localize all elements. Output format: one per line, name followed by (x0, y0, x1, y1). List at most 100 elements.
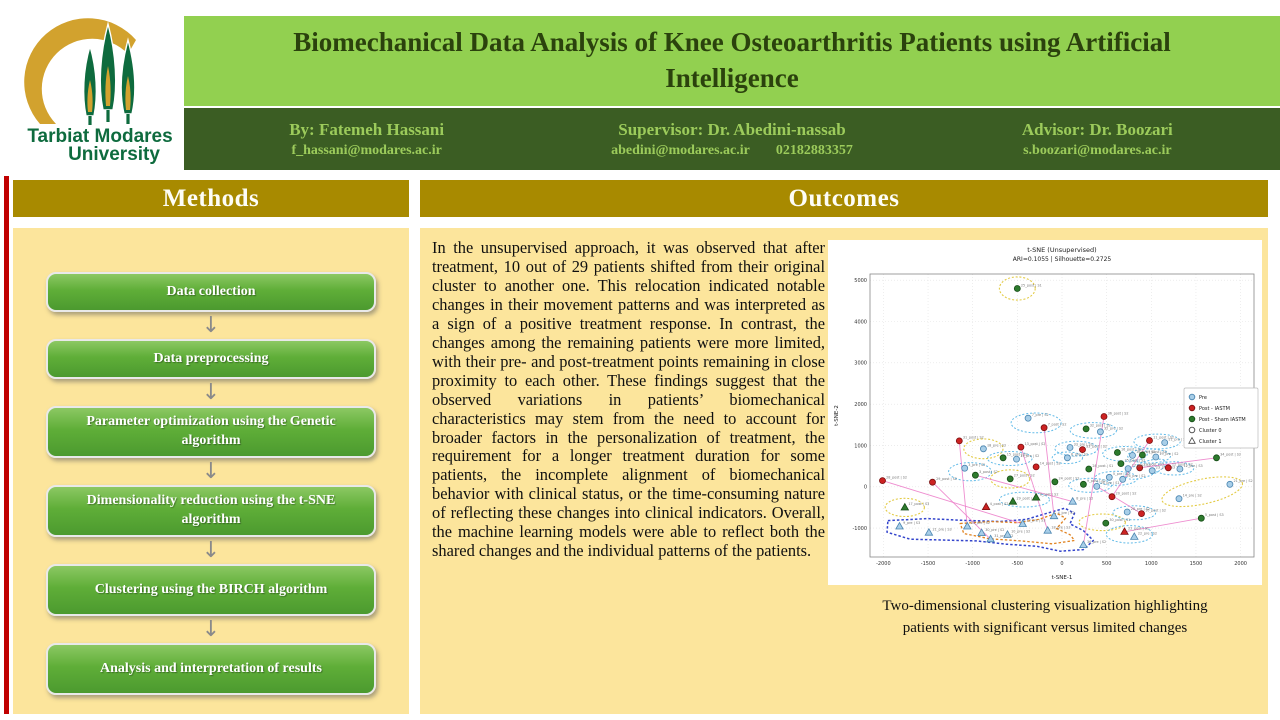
data-point-triangle (1120, 527, 1129, 535)
flow-down-arrow-icon: ↓ (201, 616, 221, 642)
svg-text:4_post | S2: 4_post | S2 (990, 502, 1009, 506)
data-point (1006, 475, 1014, 483)
svg-text:35_post | S2: 35_post | S2 (1125, 458, 1146, 462)
outcomes-panel: In the unsupervised approach, it was obs… (420, 228, 1268, 714)
data-point (1102, 519, 1110, 527)
svg-text:-500: -500 (1012, 561, 1023, 567)
supervisor-block: Supervisor: Dr. Abedini-nassab abedini@m… (549, 120, 914, 159)
data-point-triangle (1031, 492, 1041, 501)
svg-text:2000: 2000 (1234, 561, 1247, 567)
data-point (929, 478, 936, 486)
svg-text:12_pre | S3: 12_pre | S3 (1184, 464, 1203, 468)
yellow-highlight-ellipse (884, 497, 925, 518)
logo-text-line2: University (68, 144, 160, 165)
svg-text:7_post | S2: 7_post | S2 (1048, 423, 1067, 427)
logo-text-line1: Tarbiat Modares (27, 126, 172, 147)
svg-text:t-SNE-2: t-SNE-2 (834, 405, 840, 426)
svg-text:10_post | S2: 10_post | S2 (1145, 508, 1166, 512)
svg-text:8_post | S2: 8_post | S2 (1040, 492, 1059, 496)
logo-cypress-trees (83, 21, 136, 125)
data-point-triangle (1003, 529, 1012, 538)
pair-ellipse (1010, 412, 1062, 434)
svg-text:19_pre | S2: 19_pre | S2 (1159, 452, 1178, 456)
data-point-triangle (1018, 519, 1028, 527)
yellow-highlight-ellipse (998, 276, 1036, 301)
pair-ellipse (1112, 505, 1157, 521)
svg-text:18_pre | S2: 18_pre | S2 (987, 444, 1006, 448)
svg-text:5_post | S3: 5_post | S3 (1205, 513, 1224, 517)
data-point-triangle (895, 521, 904, 530)
pair-ellipse (987, 451, 1033, 466)
svg-text:13_post | S2: 13_post | S2 (1025, 442, 1046, 446)
data-point (1093, 482, 1101, 490)
svg-text:22_post | S1: 22_post | S1 (1128, 527, 1149, 531)
pre-post-link (1096, 486, 1142, 514)
svg-text:28_post | S1: 28_post | S1 (1092, 464, 1113, 468)
svg-text:Post - IASTM: Post - IASTM (1199, 406, 1230, 412)
pair-ellipse (1102, 446, 1148, 462)
svg-text:23_pre | S2: 23_pre | S2 (971, 521, 990, 525)
data-point (1066, 444, 1074, 451)
data-point (1124, 465, 1132, 473)
data-point-triangle (924, 527, 934, 536)
pair-ellipse (1127, 448, 1172, 464)
svg-text:23_post | S2: 23_post | S2 (1143, 463, 1164, 467)
svg-text:-1500: -1500 (921, 561, 936, 567)
data-point (971, 471, 979, 479)
data-point-triangle (1068, 496, 1078, 505)
pair-ellipse (1105, 525, 1154, 544)
svg-text:21_pre | S3: 21_pre | S3 (933, 527, 952, 531)
method-step: Analysis and interpretation of results (46, 643, 376, 695)
svg-text:1500: 1500 (1190, 561, 1203, 567)
svg-text:27_post | S2: 27_post | S2 (1014, 474, 1035, 478)
svg-text:21_pre | S2: 21_pre | S2 (1234, 479, 1253, 483)
pre-post-link (1020, 446, 1049, 531)
svg-text:1000: 1000 (1145, 561, 1158, 567)
data-point (1161, 439, 1169, 447)
flow-down-arrow-icon: ↓ (201, 537, 221, 563)
supervisor-phone: 02182883357 (775, 142, 853, 158)
svg-text:33_post | S2: 33_post | S2 (1086, 444, 1107, 448)
svg-text:9_post | S2: 9_post | S2 (1087, 479, 1106, 483)
data-point (1100, 413, 1108, 420)
data-point (961, 464, 969, 472)
supervisor-email: abedini@modares.ac.ir (611, 142, 750, 158)
data-point (1146, 437, 1153, 444)
pair-ellipse (948, 462, 992, 482)
svg-text:-1000: -1000 (965, 561, 980, 567)
method-step: Dimensionality reduction using the t-SNE… (46, 485, 376, 537)
tsne-scatter-plot: -2000 -1500 -1000 -500 0 500 1000 1500 2000 -1000… (828, 240, 1262, 585)
svg-text:Cluster 1: Cluster 1 (1199, 439, 1222, 445)
svg-text:22_pre | S2: 22_pre | S2 (1138, 532, 1157, 536)
methods-section-header: Methods (13, 180, 409, 217)
data-point (1024, 414, 1032, 422)
svg-text:2000: 2000 (854, 402, 867, 408)
svg-text:t-SNE (Unsupervised): t-SNE (Unsupervised) (1027, 246, 1096, 254)
svg-text:Cluster 0: Cluster 0 (1199, 428, 1222, 434)
data-point-triangle (1049, 511, 1059, 520)
svg-text:15_pre | S2: 15_pre | S2 (1020, 454, 1039, 458)
flow-down-arrow-icon: ↓ (201, 379, 221, 405)
svg-text:8_pre | S2: 8_pre | S2 (1076, 496, 1093, 500)
svg-text:18_pre | S3: 18_pre | S3 (1051, 525, 1070, 529)
data-point (1148, 467, 1156, 475)
svg-text:24_post | S2: 24_post | S2 (1059, 477, 1080, 481)
method-step: Clustering using the BIRCH algorithm (46, 564, 376, 616)
svg-text:29_post | S1: 29_post | S1 (1017, 496, 1038, 500)
svg-text:-1000: -1000 (852, 526, 867, 532)
svg-text:4000: 4000 (854, 319, 867, 325)
svg-text:1000: 1000 (854, 443, 867, 449)
data-point-triangle (1079, 540, 1088, 548)
data-point (979, 445, 987, 453)
svg-text:9_pre | S3: 9_pre | S3 (903, 521, 920, 525)
pair-ellipse (1054, 440, 1099, 457)
svg-text:17_post | S3: 17_post | S3 (908, 502, 929, 506)
svg-text:36_post | S2: 36_post | S2 (1108, 411, 1129, 415)
poster-title: Biomechanical Data Analysis of Knee Oste… (293, 27, 1171, 93)
data-point (1136, 464, 1144, 472)
yellow-highlight-ellipse (1161, 476, 1244, 508)
svg-text:3000: 3000 (854, 361, 867, 367)
yellow-highlight-ellipse (1078, 513, 1126, 532)
author-name: By: Fatemeh Hassani (289, 119, 445, 139)
svg-text:33_pre | S2: 33_pre | S2 (1074, 442, 1093, 446)
